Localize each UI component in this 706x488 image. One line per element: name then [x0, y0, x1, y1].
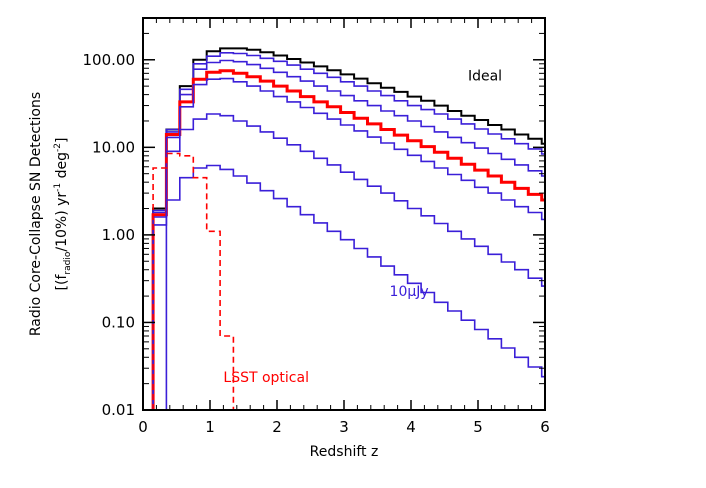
- annotation-ideal: Ideal: [468, 68, 502, 84]
- y-axis-subtitle: [(fradio/10%) yr-1 deg-2]: [53, 138, 73, 291]
- x-tick-label: 4: [406, 418, 416, 436]
- x-tick-label: 0: [138, 418, 148, 436]
- y-tick-label: 1.00: [102, 226, 135, 244]
- x-tick-label: 5: [473, 418, 483, 436]
- y-tick-label: 10.00: [92, 138, 135, 156]
- series-layer: [151, 47, 545, 410]
- y-tick-label: 0.01: [102, 401, 135, 419]
- series-line-1: [152, 47, 545, 410]
- series-line-3: [152, 59, 545, 410]
- annotation-10-jy: 10μJy: [390, 284, 429, 300]
- annotation-lsst-optical: LSST optical: [223, 370, 309, 386]
- series-line-6: [152, 113, 545, 410]
- axes-layer: 0 1 2 3 4 5 6 0.01 0.10 1.00 10.00 100.00 Redshift z…: [28, 17, 550, 460]
- series-line-8: [152, 152, 247, 410]
- x-tick-label: 3: [339, 418, 349, 436]
- x-tick-label: 6: [540, 418, 550, 436]
- annotations-layer: Ideal 10μJy LSST optical: [223, 68, 502, 385]
- series-line-2: [152, 52, 545, 410]
- series-line-5: [152, 77, 545, 410]
- x-tick-label: 2: [272, 418, 282, 436]
- series-line-7: [153, 164, 545, 410]
- y-tick-label: 0.10: [102, 313, 135, 331]
- x-axis-title: Redshift z: [310, 444, 379, 460]
- x-tick-label: 1: [205, 418, 215, 436]
- y-axis-title: Radio Core-Collapse SN Detections: [28, 92, 44, 336]
- series-line-4: [151, 69, 545, 410]
- y-tick-label: 100.00: [83, 51, 136, 69]
